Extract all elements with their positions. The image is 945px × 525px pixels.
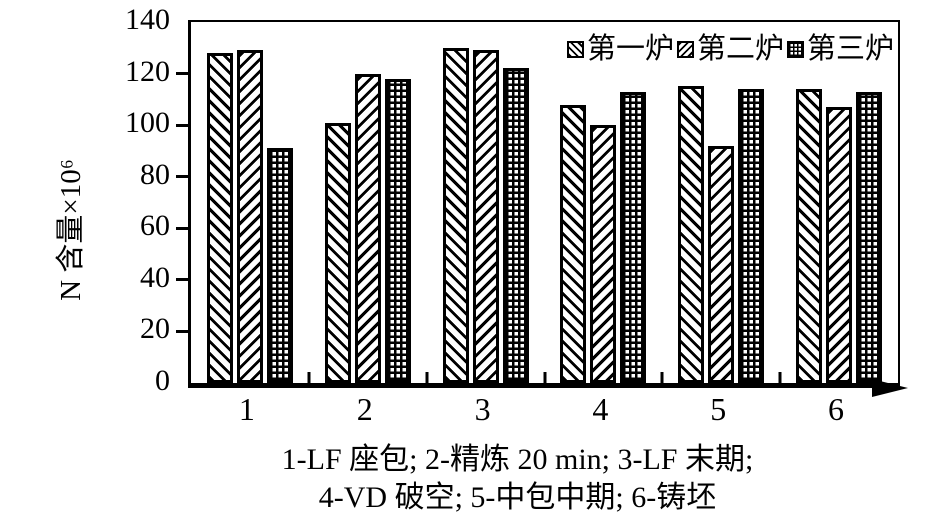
y-tick-label-100: 100 [125, 106, 170, 140]
bar-group-2 [309, 22, 427, 383]
bar-group5-series2 [708, 145, 735, 383]
bar-group2-series2 [354, 73, 381, 383]
legend-marker-diagonal-backslash-hatch-icon [566, 40, 584, 58]
x-tick-mark-5 [778, 372, 782, 383]
bar-group4-series1 [560, 104, 587, 383]
x-tick-label-3: 3 [474, 391, 491, 427]
x-tick-label-5: 5 [710, 391, 727, 427]
bar-group-6 [780, 22, 898, 383]
bars-container [191, 22, 898, 383]
bar-group-1 [191, 22, 309, 383]
y-tick-label-140: 140 [125, 3, 170, 36]
bar-group-3 [427, 22, 545, 383]
bar-group2-series3 [384, 78, 411, 383]
legend-marker-diagonal-slash-hatch-icon [676, 40, 694, 58]
y-tick-mark-120 [176, 72, 188, 76]
bar-group3-series1 [442, 47, 469, 383]
y-tick-label-120: 120 [125, 54, 170, 88]
bar-group1-series1 [206, 52, 233, 383]
bar-group3-series2 [472, 50, 499, 383]
bar-group1-series2 [236, 50, 263, 383]
y-tick-label-60: 60 [140, 209, 170, 243]
legend-label-series3: 第三炉 [806, 33, 894, 65]
caption-line-1: 1-LF 座包; 2-精炼 20 min; 3-LF 末期; [281, 443, 754, 476]
x-axis-arrow-icon [872, 379, 908, 397]
x-tick-mark-2 [425, 372, 429, 383]
bar-group4-series2 [590, 125, 617, 383]
x-tick-label-2: 2 [356, 391, 373, 427]
bar-group6-series2 [826, 107, 853, 383]
y-tick-mark-40 [176, 278, 188, 282]
x-tick-mark-3 [543, 372, 546, 383]
bar-group-5 [662, 22, 780, 383]
y-tick-label-80: 80 [140, 157, 170, 191]
legend-label-series1: 第一炉 [586, 33, 674, 65]
x-axis-tick-labels: 1 2 3 4 5 6 [188, 392, 895, 426]
caption-line-2: 4-VD 破空; 5-中包中期; 6-铸坯 [318, 481, 717, 514]
y-tick-mark-20 [176, 329, 188, 333]
x-tick-label-1: 1 [238, 391, 255, 427]
y-tick-label-0: 0 [155, 364, 170, 397]
caption: 1-LF 座包; 2-精炼 20 min; 3-LF 末期; 4-VD 破空; … [130, 441, 905, 517]
x-tick-mark-1 [307, 372, 311, 383]
bar-group2-series1 [324, 122, 351, 383]
bar-group-4 [544, 22, 662, 383]
y-tick-mark-60 [176, 226, 188, 230]
bar-group6-series1 [796, 89, 823, 383]
bar-group5-series1 [678, 86, 705, 383]
x-tick-mark-4 [660, 372, 664, 383]
y-tick-mark-80 [176, 175, 188, 179]
y-tick-label-20: 20 [140, 312, 170, 346]
legend-label-series2: 第二炉 [696, 33, 784, 65]
bar-group1-series3 [266, 148, 293, 383]
legend: 第一炉 第二炉 第三炉 [564, 33, 894, 65]
bar-group4-series3 [620, 91, 647, 383]
bar-group6-series3 [856, 91, 883, 383]
legend-marker-crosshatch-grid-icon [786, 40, 804, 58]
bar-group5-series3 [738, 89, 765, 383]
plot-area: 第一炉 第二炉 第三炉 [176, 20, 908, 397]
x-tick-label-6: 6 [828, 391, 845, 427]
y-tick-label-40: 40 [140, 260, 170, 294]
x-tick-label-4: 4 [592, 391, 609, 427]
bar-group3-series3 [502, 68, 529, 383]
y-tick-mark-100 [176, 123, 188, 127]
